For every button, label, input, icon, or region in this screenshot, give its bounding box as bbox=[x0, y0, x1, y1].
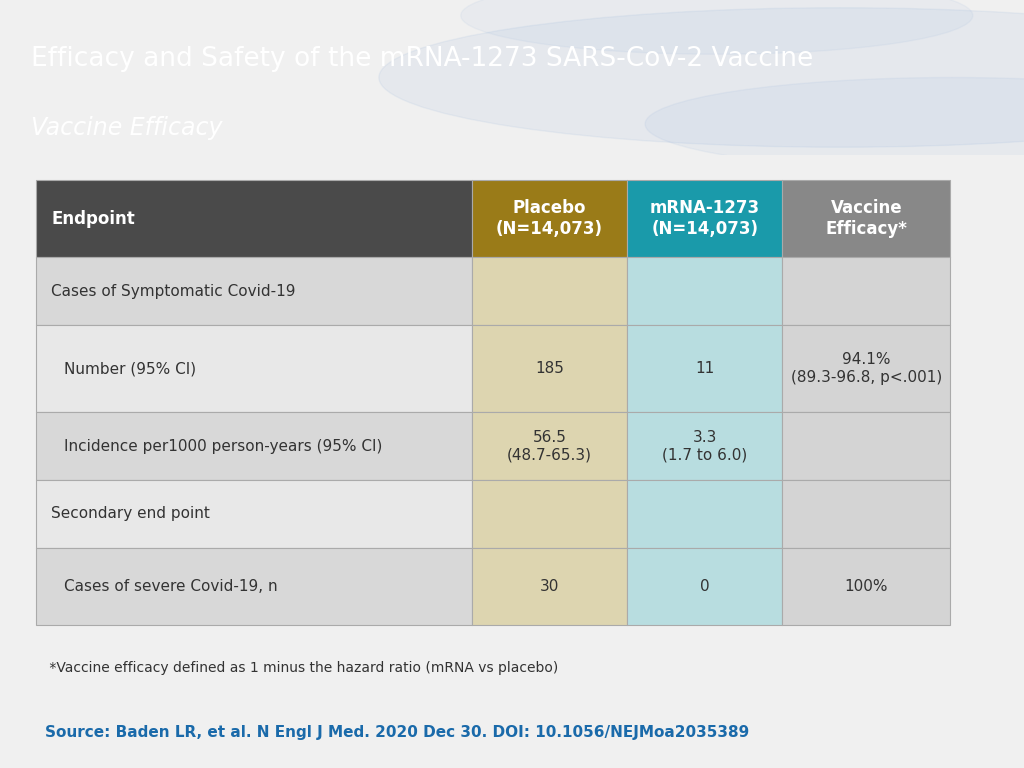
Bar bbox=[36, 548, 472, 625]
Circle shape bbox=[645, 78, 1024, 170]
Bar bbox=[782, 257, 950, 325]
Bar bbox=[628, 548, 782, 625]
Bar bbox=[472, 325, 628, 412]
Bar bbox=[782, 325, 950, 412]
Bar bbox=[472, 548, 628, 625]
Text: Efficacy and Safety of the mRNA-1273 SARS-CoV-2 Vaccine: Efficacy and Safety of the mRNA-1273 SAR… bbox=[31, 47, 813, 72]
Text: 94.1%
(89.3-96.8, p<.001): 94.1% (89.3-96.8, p<.001) bbox=[791, 353, 942, 385]
Text: 3.3
(1.7 to 6.0): 3.3 (1.7 to 6.0) bbox=[663, 430, 748, 462]
Bar bbox=[782, 180, 950, 257]
Text: *Vaccine efficacy defined as 1 minus the hazard ratio (mRNA vs placebo): *Vaccine efficacy defined as 1 minus the… bbox=[45, 661, 559, 675]
Bar bbox=[36, 325, 472, 412]
Bar bbox=[36, 180, 472, 257]
Text: mRNA-1273
(N=14,073): mRNA-1273 (N=14,073) bbox=[650, 199, 760, 238]
Bar bbox=[628, 480, 782, 548]
Bar bbox=[472, 180, 628, 257]
Bar bbox=[628, 325, 782, 412]
Text: Vaccine Efficacy: Vaccine Efficacy bbox=[31, 116, 222, 141]
Circle shape bbox=[461, 0, 973, 55]
Bar bbox=[36, 257, 472, 325]
Text: Source: Baden LR, et al. N Engl J Med. 2020 Dec 30. DOI: 10.1056/NEJMoa2035389: Source: Baden LR, et al. N Engl J Med. 2… bbox=[45, 725, 750, 740]
Bar bbox=[782, 480, 950, 548]
Text: Cases of severe Covid-19, n: Cases of severe Covid-19, n bbox=[65, 579, 279, 594]
Bar bbox=[628, 412, 782, 480]
Bar bbox=[472, 412, 628, 480]
Bar bbox=[472, 480, 628, 548]
Circle shape bbox=[379, 8, 1024, 147]
Text: Secondary end point: Secondary end point bbox=[51, 506, 210, 521]
Text: 0: 0 bbox=[700, 579, 710, 594]
Text: Endpoint: Endpoint bbox=[51, 210, 135, 227]
Text: Incidence per1000 person-years (95% CI): Incidence per1000 person-years (95% CI) bbox=[65, 439, 383, 454]
Text: Vaccine
Efficacy*: Vaccine Efficacy* bbox=[825, 199, 907, 238]
Text: 100%: 100% bbox=[845, 579, 888, 594]
Bar bbox=[628, 180, 782, 257]
Bar bbox=[628, 257, 782, 325]
Bar bbox=[782, 412, 950, 480]
Text: Cases of Symptomatic Covid-19: Cases of Symptomatic Covid-19 bbox=[51, 283, 296, 299]
Bar bbox=[36, 480, 472, 548]
Text: 11: 11 bbox=[695, 361, 715, 376]
Bar bbox=[472, 257, 628, 325]
Bar bbox=[36, 412, 472, 480]
Text: 30: 30 bbox=[540, 579, 559, 594]
Text: 185: 185 bbox=[536, 361, 564, 376]
Bar bbox=[782, 548, 950, 625]
Text: Placebo
(N=14,073): Placebo (N=14,073) bbox=[496, 199, 603, 238]
Text: Number (95% CI): Number (95% CI) bbox=[65, 361, 197, 376]
Text: 56.5
(48.7-65.3): 56.5 (48.7-65.3) bbox=[507, 430, 592, 462]
